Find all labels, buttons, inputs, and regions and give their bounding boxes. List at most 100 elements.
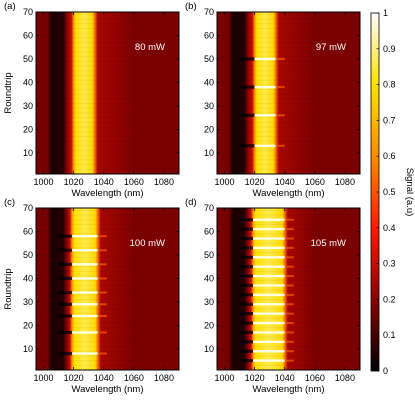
x-tick-label: 1060 [305, 177, 325, 187]
dip-flash [253, 331, 285, 334]
dip-flash [72, 314, 98, 318]
y-tick-label: 30 [23, 297, 33, 307]
x-axis-label: Wavelength (nm) [72, 384, 144, 395]
dip-shadow [239, 293, 254, 297]
panel-b: 1000 1020 1040 1060 108010203040506070Wavele… [185, 1, 361, 199]
dip-flash [72, 352, 98, 355]
dip-tail [275, 57, 285, 60]
dip-tail [284, 265, 294, 268]
x-axis-label: Wavelength (nm) [253, 188, 325, 199]
dip-flash [253, 303, 285, 306]
plot-frame [35, 11, 180, 175]
dip-flash [253, 237, 285, 240]
dip-tail [97, 303, 107, 306]
dip-tail [284, 284, 294, 287]
y-tick-label: 30 [23, 101, 33, 111]
dip-flash [253, 293, 285, 297]
y-tick-label: 50 [23, 54, 33, 64]
panel-label: (b) [185, 1, 197, 12]
x-tick-label: 1060 [305, 373, 325, 383]
x-tick-label: 1060 [124, 177, 144, 187]
x-tick-label: 1040 [275, 177, 295, 187]
dip-tail [284, 303, 294, 306]
dip-tail [284, 293, 294, 296]
colorbar-tick-label: 0 [383, 366, 388, 376]
dip-flash [72, 263, 98, 266]
y-tick-label: 40 [23, 273, 33, 283]
y-tick-label: 60 [23, 30, 33, 40]
y-tick-label: 50 [23, 250, 33, 260]
heatmap-image [36, 12, 179, 174]
dip-flash [72, 331, 98, 334]
colorbar-tick-label: 0.8 [383, 80, 396, 90]
y-tick-label: 10 [204, 148, 214, 158]
dip-tail [284, 256, 294, 259]
dip-flash [253, 340, 285, 344]
dip-flash [253, 265, 285, 268]
dip-flash [254, 144, 276, 148]
dip-shadow [239, 265, 254, 269]
x-tick-label: 1020 [245, 177, 265, 187]
colorbar-tick-label: 0.1 [383, 330, 396, 340]
plot-frame [35, 207, 180, 371]
dip-tail [284, 275, 294, 278]
panel-d: 1000 1020 1040 1060 108010203040506070Wavele… [185, 197, 361, 395]
x-axis-label: Wavelength (nm) [253, 384, 325, 395]
x-tick-label: 1000 [215, 177, 235, 187]
dip-tail [284, 246, 294, 249]
dip-tail [97, 249, 107, 252]
dip-tail [97, 352, 107, 355]
y-tick-label: 20 [23, 124, 33, 134]
y-tick-label: 40 [204, 77, 214, 87]
x-tick-label: 1080 [335, 177, 355, 187]
dip-shadow [239, 218, 254, 222]
power-label: 97 mW [316, 42, 346, 53]
x-tick-label: 1080 [154, 177, 174, 187]
x-tick-label: 1040 [94, 177, 114, 187]
y-tick-label: 30 [204, 297, 214, 307]
dip-tail [284, 228, 294, 231]
dip-flash [253, 350, 285, 353]
dip-shadow [58, 248, 73, 252]
x-tick-label: 1000 [34, 373, 54, 383]
dip-tail [284, 322, 294, 325]
y-tick-label: 10 [204, 344, 214, 354]
dip-shadow [239, 246, 254, 250]
heatmap-image [217, 208, 360, 370]
panel-label: (c) [4, 197, 15, 208]
colorbar-tick-label: 1 [383, 8, 388, 18]
y-tick-label: 70 [23, 7, 33, 17]
dip-shadow [239, 312, 254, 316]
panel-c: 1000 1020 1040 1060 108010203040506070Wavele… [3, 197, 180, 395]
dip-shadow [58, 276, 73, 281]
plot-frame [216, 207, 361, 371]
dip-tail [275, 114, 285, 117]
y-tick-label: 50 [204, 54, 214, 64]
colorbar-tick-label: 0.7 [383, 115, 396, 125]
dip-flash [253, 274, 285, 278]
dip-tail [284, 237, 294, 240]
x-tick-label: 1040 [275, 373, 295, 383]
x-tick-label: 1020 [64, 177, 84, 187]
dip-tail [97, 277, 107, 280]
x-tick-label: 1040 [94, 373, 114, 383]
power-label: 100 mW [130, 238, 165, 249]
dip-shadow [239, 236, 254, 241]
dip-tail [284, 312, 294, 315]
y-tick-label: 60 [23, 226, 33, 236]
y-tick-label: 40 [23, 77, 33, 87]
heatmap-image [217, 12, 360, 174]
y-tick-label: 70 [204, 203, 214, 213]
dip-flash [254, 57, 276, 61]
dip-tail [97, 315, 107, 317]
colorbar-tick-label: 0.2 [383, 294, 396, 304]
y-axis-label: Roundtrip [3, 72, 14, 113]
y-tick-label: 40 [204, 273, 214, 283]
dip-flash [72, 291, 98, 294]
dip-shadow [239, 227, 254, 231]
dip-flash [253, 218, 285, 221]
dip-tail [284, 331, 294, 334]
y-tick-label: 50 [204, 250, 214, 260]
dip-flash [254, 114, 276, 117]
dip-flash [253, 359, 285, 362]
